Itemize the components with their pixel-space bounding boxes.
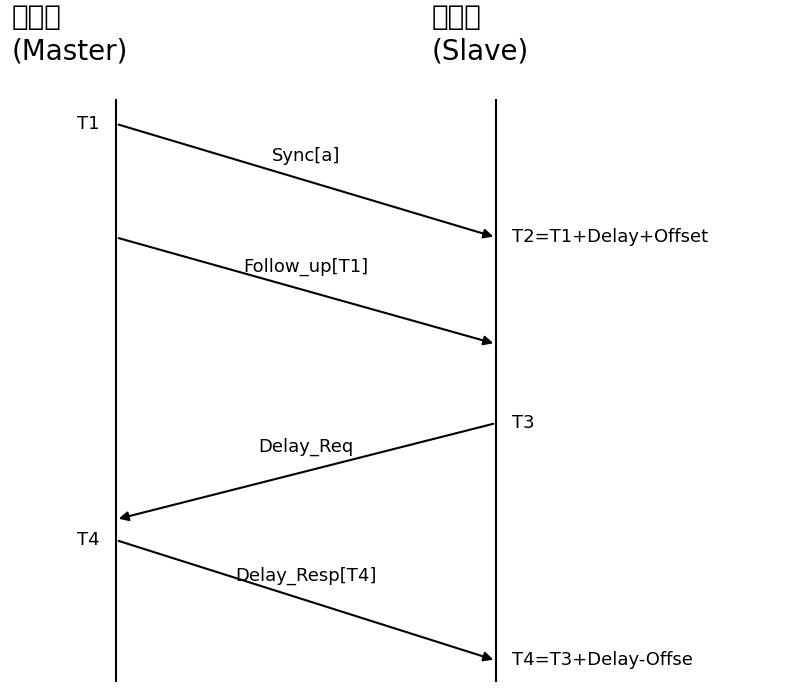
Text: Delay_Resp[T4]: Delay_Resp[T4]	[235, 567, 377, 585]
Text: T4: T4	[78, 531, 100, 549]
Text: 从设备: 从设备	[432, 3, 482, 32]
Text: Delay_Req: Delay_Req	[258, 438, 354, 456]
Text: Sync[a]: Sync[a]	[272, 147, 340, 165]
Text: T2=T1+Delay+Offset: T2=T1+Delay+Offset	[512, 228, 708, 246]
Text: T4=T3+Delay-Offse: T4=T3+Delay-Offse	[512, 652, 693, 669]
Text: T1: T1	[78, 115, 100, 133]
Text: (Master): (Master)	[12, 38, 128, 66]
Text: Follow_up[T1]: Follow_up[T1]	[243, 257, 369, 275]
Text: (Slave): (Slave)	[432, 38, 530, 66]
Text: T3: T3	[512, 414, 534, 432]
Text: 主设备: 主设备	[12, 3, 62, 32]
